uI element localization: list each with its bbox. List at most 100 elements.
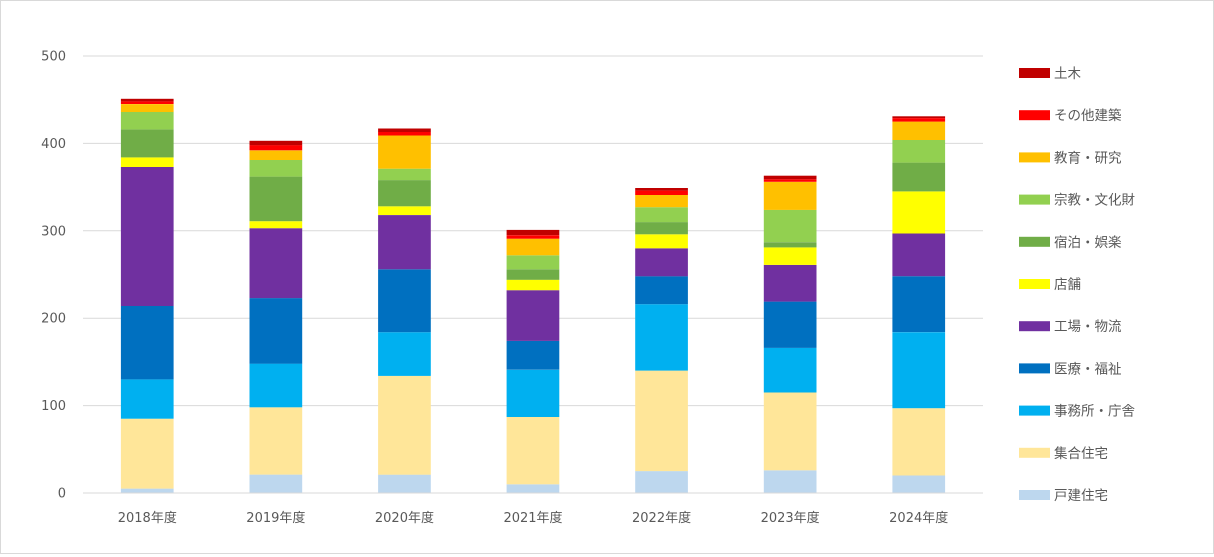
legend-label: 医療・福祉 bbox=[1054, 360, 1122, 377]
legend: 土木その他建築教育・研究宗教・文化財宿泊・娯楽店舗工場・物流医療・福祉事務所・庁… bbox=[1019, 66, 1135, 504]
bar-stack bbox=[763, 175, 817, 493]
bar-segment bbox=[120, 379, 174, 419]
bar-segment bbox=[635, 370, 688, 472]
bar-segment bbox=[892, 116, 946, 118]
legend-label: 店舗 bbox=[1054, 277, 1081, 293]
y-axis: 0 100 200 300 400 500 bbox=[41, 50, 66, 502]
bar-stack bbox=[120, 98, 174, 493]
bar-stack bbox=[378, 128, 431, 493]
bar-segment bbox=[892, 276, 946, 333]
bar-segment bbox=[506, 290, 560, 341]
bar-segment bbox=[635, 248, 688, 277]
bar-segment bbox=[249, 474, 303, 493]
bar-segment bbox=[120, 111, 174, 130]
bar-segment bbox=[763, 175, 817, 180]
bar-segment bbox=[506, 255, 560, 270]
bar-segment bbox=[249, 407, 303, 475]
legend-swatch bbox=[1019, 279, 1050, 289]
y-tick-label: 0 bbox=[58, 487, 66, 502]
bar-segment bbox=[763, 470, 817, 493]
bar-stack bbox=[506, 229, 560, 493]
bar-segment bbox=[892, 121, 946, 140]
bar-segment bbox=[763, 347, 817, 393]
legend-label: 宿泊・娯楽 bbox=[1054, 234, 1122, 251]
legend-item: 店舗 bbox=[1019, 277, 1081, 293]
bar-stack bbox=[249, 140, 303, 493]
legend-label: 事務所・庁舎 bbox=[1054, 404, 1135, 420]
legend-swatch bbox=[1019, 236, 1050, 247]
bar-segment bbox=[120, 101, 174, 104]
x-tick-label: 2018年度 bbox=[118, 510, 177, 526]
bar-segment bbox=[378, 135, 431, 169]
bar-segment bbox=[506, 340, 560, 370]
bar-segment bbox=[506, 369, 560, 417]
legend-label: 教育・研究 bbox=[1054, 150, 1122, 166]
bar-segment bbox=[763, 301, 817, 348]
bar-stack bbox=[635, 188, 688, 493]
y-tick-label: 100 bbox=[41, 399, 66, 414]
legend-item: 土木 bbox=[1019, 66, 1082, 82]
y-tick-label: 200 bbox=[41, 312, 66, 327]
bar-segment bbox=[892, 139, 946, 163]
x-tick-label: 2024年度 bbox=[889, 510, 948, 526]
bar-segment bbox=[763, 209, 817, 243]
bar-segment bbox=[120, 418, 174, 489]
bars bbox=[120, 98, 946, 493]
legend-label: 土木 bbox=[1054, 66, 1082, 82]
bar-segment bbox=[120, 306, 174, 380]
bar-segment bbox=[892, 191, 946, 234]
bar-segment bbox=[378, 375, 431, 475]
x-tick-label: 2020年度 bbox=[375, 510, 434, 526]
legend-swatch bbox=[1019, 363, 1050, 374]
legend-swatch bbox=[1019, 110, 1050, 121]
legend-item: 教育・研究 bbox=[1019, 150, 1122, 166]
bar-segment bbox=[892, 162, 946, 192]
bar-segment bbox=[249, 363, 303, 408]
bar-segment bbox=[763, 181, 817, 210]
bar-segment bbox=[892, 118, 946, 122]
bar-segment bbox=[506, 417, 560, 485]
bar-segment bbox=[635, 304, 688, 371]
bar-segment bbox=[378, 269, 431, 333]
x-tick-label: 2021年度 bbox=[503, 510, 562, 526]
bar-segment bbox=[378, 180, 431, 207]
bar-segment bbox=[249, 160, 303, 177]
bar-stack bbox=[892, 116, 946, 493]
bar-segment bbox=[249, 176, 303, 222]
legend-label: 宗教・文化財 bbox=[1054, 193, 1135, 209]
bar-segment bbox=[120, 157, 174, 167]
bar-segment bbox=[506, 238, 560, 256]
legend-item: 工場・物流 bbox=[1019, 319, 1122, 335]
legend-item: 医療・福祉 bbox=[1019, 360, 1122, 377]
bar-segment bbox=[635, 471, 688, 493]
bar-segment bbox=[120, 98, 174, 102]
bar-segment bbox=[506, 229, 560, 236]
bar-segment bbox=[249, 298, 303, 364]
bar-segment bbox=[378, 128, 431, 132]
bar-segment bbox=[763, 179, 817, 182]
bar-segment bbox=[378, 474, 431, 493]
bar-segment bbox=[892, 332, 946, 409]
bar-segment bbox=[120, 167, 174, 306]
y-tick-label: 500 bbox=[41, 50, 66, 65]
bar-segment bbox=[635, 222, 688, 235]
bar-segment bbox=[892, 233, 946, 277]
bar-segment bbox=[378, 132, 431, 136]
legend-item: 戸建住宅 bbox=[1019, 488, 1108, 504]
bar-segment bbox=[635, 234, 688, 249]
bar-segment bbox=[635, 195, 688, 208]
legend-swatch bbox=[1019, 405, 1050, 416]
legend-item: その他建築 bbox=[1019, 108, 1122, 124]
x-tick-label: 2023年度 bbox=[761, 510, 820, 526]
bar-segment bbox=[635, 207, 688, 223]
bar-segment bbox=[120, 129, 174, 158]
y-tick-label: 300 bbox=[41, 224, 66, 239]
legend-label: 戸建住宅 bbox=[1054, 488, 1108, 504]
legend-item: 宗教・文化財 bbox=[1019, 193, 1135, 209]
bar-segment bbox=[892, 475, 946, 493]
bar-segment bbox=[378, 332, 431, 376]
legend-item: 宿泊・娯楽 bbox=[1019, 234, 1122, 251]
bar-segment bbox=[506, 235, 560, 239]
x-axis: 2018年度 2019年度 2020年度 2021年度 2022年度 2023年度 2024… bbox=[83, 492, 983, 526]
